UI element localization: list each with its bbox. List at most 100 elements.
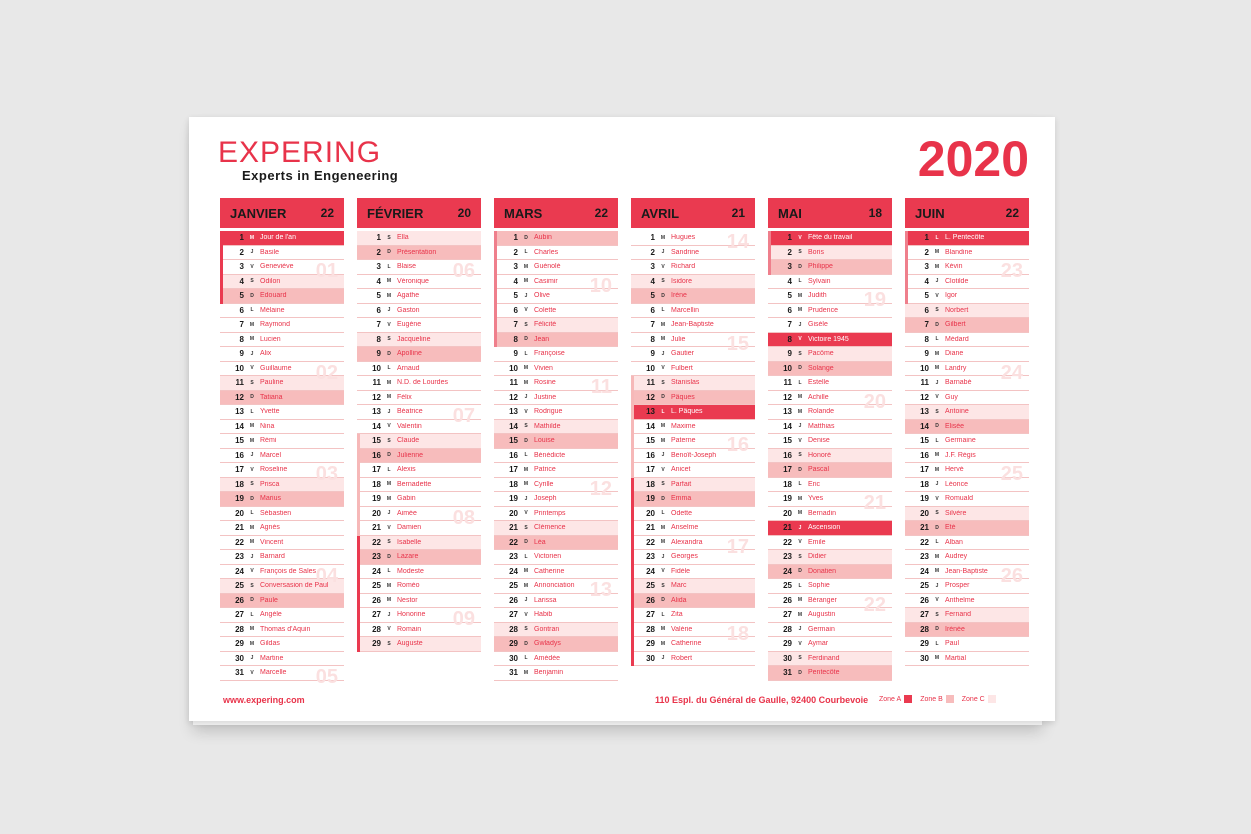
day-row[interactable]: 29 M Gildas <box>220 637 344 652</box>
day-row[interactable]: 16 J Benoît-Joseph <box>631 449 755 463</box>
day-row[interactable]: 27 J Honorine <box>357 608 481 623</box>
day-row[interactable]: 14 J Matthias <box>768 420 892 434</box>
day-row[interactable]: 11 L Estelle <box>768 376 892 391</box>
day-row[interactable]: 30 J Robert <box>631 652 755 666</box>
day-row[interactable]: 17 L Alexis <box>357 463 481 478</box>
day-row[interactable]: 27 L Angèle <box>220 608 344 623</box>
day-row[interactable]: 14 S Mathilde <box>494 419 618 434</box>
day-row[interactable]: 31 D Pentecôte <box>768 666 892 681</box>
day-row[interactable]: 4 M Véronique <box>357 275 481 289</box>
day-row[interactable]: 13 S Antoine <box>905 405 1029 420</box>
day-row[interactable]: 4 S Odilon <box>220 274 344 289</box>
day-row[interactable]: 2 D Présentation <box>357 245 481 260</box>
day-row[interactable]: 9 M Diane <box>905 347 1029 362</box>
day-row[interactable]: 26 J Larissa <box>494 594 618 608</box>
day-row[interactable]: 6 M Prudence <box>768 304 892 318</box>
day-row[interactable]: 22 D Léa <box>494 535 618 550</box>
day-row[interactable]: 20 L Odette <box>631 507 755 521</box>
day-row[interactable]: 27 M Augustin <box>768 608 892 623</box>
day-row[interactable]: 17 V Anicet <box>631 463 755 478</box>
day-row[interactable]: 4 S Isidore <box>631 274 755 289</box>
day-row[interactable]: 5 M Judith <box>768 289 892 304</box>
day-row[interactable]: 12 M Achille <box>768 391 892 405</box>
day-row[interactable]: 5 M Agathe <box>357 289 481 304</box>
day-row[interactable]: 25 S Conversasion de Paul <box>220 579 344 594</box>
day-row[interactable]: 19 M Gabin <box>357 492 481 507</box>
day-row[interactable]: 16 M J.F. Régis <box>905 449 1029 463</box>
day-row[interactable]: 26 V Anthelme <box>905 594 1029 608</box>
day-row[interactable]: 29 D Gwladys <box>494 637 618 652</box>
day-row[interactable]: 21 M Anselme <box>631 521 755 536</box>
day-row[interactable]: 18 S Parfait <box>631 477 755 492</box>
day-row[interactable]: 21 J Ascension <box>768 521 892 536</box>
day-row[interactable]: 19 J Joseph <box>494 492 618 507</box>
day-row[interactable]: 4 M Casimir <box>494 275 618 289</box>
day-row[interactable]: 29 L Paul <box>905 637 1029 652</box>
day-row[interactable]: 12 D Pâques <box>631 390 755 405</box>
day-row[interactable]: 1 M Hugues <box>631 231 755 246</box>
day-row[interactable]: 17 M Patrice <box>494 463 618 478</box>
day-row[interactable]: 8 S Jacqueline <box>357 332 481 347</box>
day-row[interactable]: 14 M Maxime <box>631 420 755 434</box>
day-row[interactable]: 2 L Charles <box>494 246 618 260</box>
day-row[interactable]: 14 D Elisée <box>905 419 1029 434</box>
day-row[interactable]: 25 L Sophie <box>768 579 892 594</box>
day-row[interactable]: 4 J Clotilde <box>905 275 1029 289</box>
day-row[interactable]: 29 M Catherine <box>631 637 755 652</box>
day-row[interactable]: 8 M Julie <box>631 333 755 347</box>
day-row[interactable]: 13 L Yvette <box>220 405 344 420</box>
day-row[interactable]: 4 L Sylvain <box>768 275 892 289</box>
day-row[interactable]: 18 J Léonce <box>905 478 1029 492</box>
day-row[interactable]: 22 M Vincent <box>220 536 344 550</box>
day-row[interactable]: 27 S Fernand <box>905 608 1029 623</box>
day-row[interactable]: 8 V Victoire 1945 <box>768 332 892 347</box>
day-row[interactable]: 14 M Nina <box>220 420 344 434</box>
day-row[interactable]: 11 M N.D. de Lourdes <box>357 376 481 391</box>
day-row[interactable]: 12 J Justine <box>494 391 618 405</box>
day-row[interactable]: 16 J Marcel <box>220 449 344 463</box>
day-row[interactable]: 11 S Stanislas <box>631 376 755 391</box>
day-row[interactable]: 1 D Aubin <box>494 231 618 246</box>
day-row[interactable]: 20 S Silvère <box>905 506 1029 521</box>
day-row[interactable]: 26 D Alida <box>631 593 755 608</box>
day-row[interactable]: 16 D Julienne <box>357 448 481 463</box>
day-row[interactable]: 28 M Valérie <box>631 623 755 637</box>
day-row[interactable]: 6 V Colette <box>494 304 618 318</box>
day-row[interactable]: 30 L Amédée <box>494 652 618 666</box>
day-row[interactable]: 30 M Martial <box>905 652 1029 666</box>
day-row[interactable]: 28 D Irénée <box>905 622 1029 637</box>
day-row[interactable]: 22 S Isabelle <box>357 535 481 550</box>
day-row[interactable]: 2 J Sandrine <box>631 246 755 260</box>
footer-website[interactable]: www.expering.com <box>223 695 305 705</box>
day-row[interactable]: 26 D Paule <box>220 593 344 608</box>
day-row[interactable]: 9 J Gautier <box>631 347 755 362</box>
day-row[interactable]: 31 M Benjamin <box>494 666 618 681</box>
day-row[interactable]: 15 D Louise <box>494 434 618 449</box>
day-row[interactable]: 7 D Gilbert <box>905 318 1029 333</box>
day-row[interactable]: 22 V Emile <box>768 536 892 550</box>
day-row[interactable]: 20 V Printemps <box>494 507 618 521</box>
day-row[interactable]: 6 J Gaston <box>357 304 481 318</box>
day-row[interactable]: 23 J Barnard <box>220 550 344 565</box>
day-row[interactable]: 18 L Eric <box>768 478 892 492</box>
day-row[interactable]: 1 V Fête du travail <box>768 231 892 246</box>
day-row[interactable]: 23 J Georges <box>631 550 755 565</box>
day-row[interactable]: 15 M Paterne <box>631 434 755 449</box>
day-row[interactable]: 24 M Jean-Baptiste <box>905 565 1029 579</box>
day-row[interactable]: 23 D Lazare <box>357 550 481 565</box>
day-row[interactable]: 25 J Prosper <box>905 579 1029 594</box>
day-row[interactable]: 21 D Été <box>905 521 1029 536</box>
day-row[interactable]: 15 V Denise <box>768 434 892 449</box>
day-row[interactable]: 28 J Germain <box>768 623 892 637</box>
day-row[interactable]: 6 L Marcellin <box>631 304 755 318</box>
day-row[interactable]: 2 J Basile <box>220 246 344 260</box>
day-row[interactable]: 24 V Fidèle <box>631 565 755 579</box>
day-row[interactable]: 27 V Habib <box>494 608 618 623</box>
day-row[interactable]: 17 M Hervé <box>905 463 1029 478</box>
day-row[interactable]: 29 V Aymar <box>768 637 892 652</box>
day-row[interactable]: 1 M Jour de l'an <box>220 231 344 246</box>
day-row[interactable]: 5 D Edouard <box>220 289 344 304</box>
day-row[interactable]: 20 L Sébastien <box>220 507 344 521</box>
day-row[interactable]: 9 J Alix <box>220 347 344 362</box>
day-row[interactable]: 25 M Roméo <box>357 579 481 594</box>
